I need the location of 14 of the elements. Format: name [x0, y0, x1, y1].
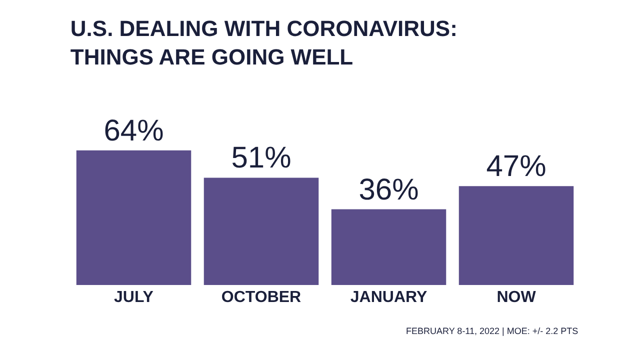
x-tick-label: NOW	[496, 289, 537, 306]
bar	[458, 186, 574, 285]
x-tick-label: OCTOBER	[221, 289, 302, 306]
data-label: 47%	[486, 150, 546, 184]
data-label: 36%	[358, 173, 419, 206]
data-label: 64%	[104, 114, 164, 148]
bar	[76, 150, 192, 285]
bar	[331, 209, 446, 285]
x-tick-label: JANUARY	[350, 289, 428, 306]
data-label: 51%	[231, 142, 292, 175]
text: FEBRUARY 8-11, 2022 | MOE: +/- 2.2 PTS	[406, 326, 578, 336]
chart-title: U.S. DEALING WITH CORONAVIRUS: THINGS ARE GOING WELL	[70, 16, 458, 70]
bar	[204, 178, 319, 285]
x-tick-label: JULY	[114, 289, 154, 306]
